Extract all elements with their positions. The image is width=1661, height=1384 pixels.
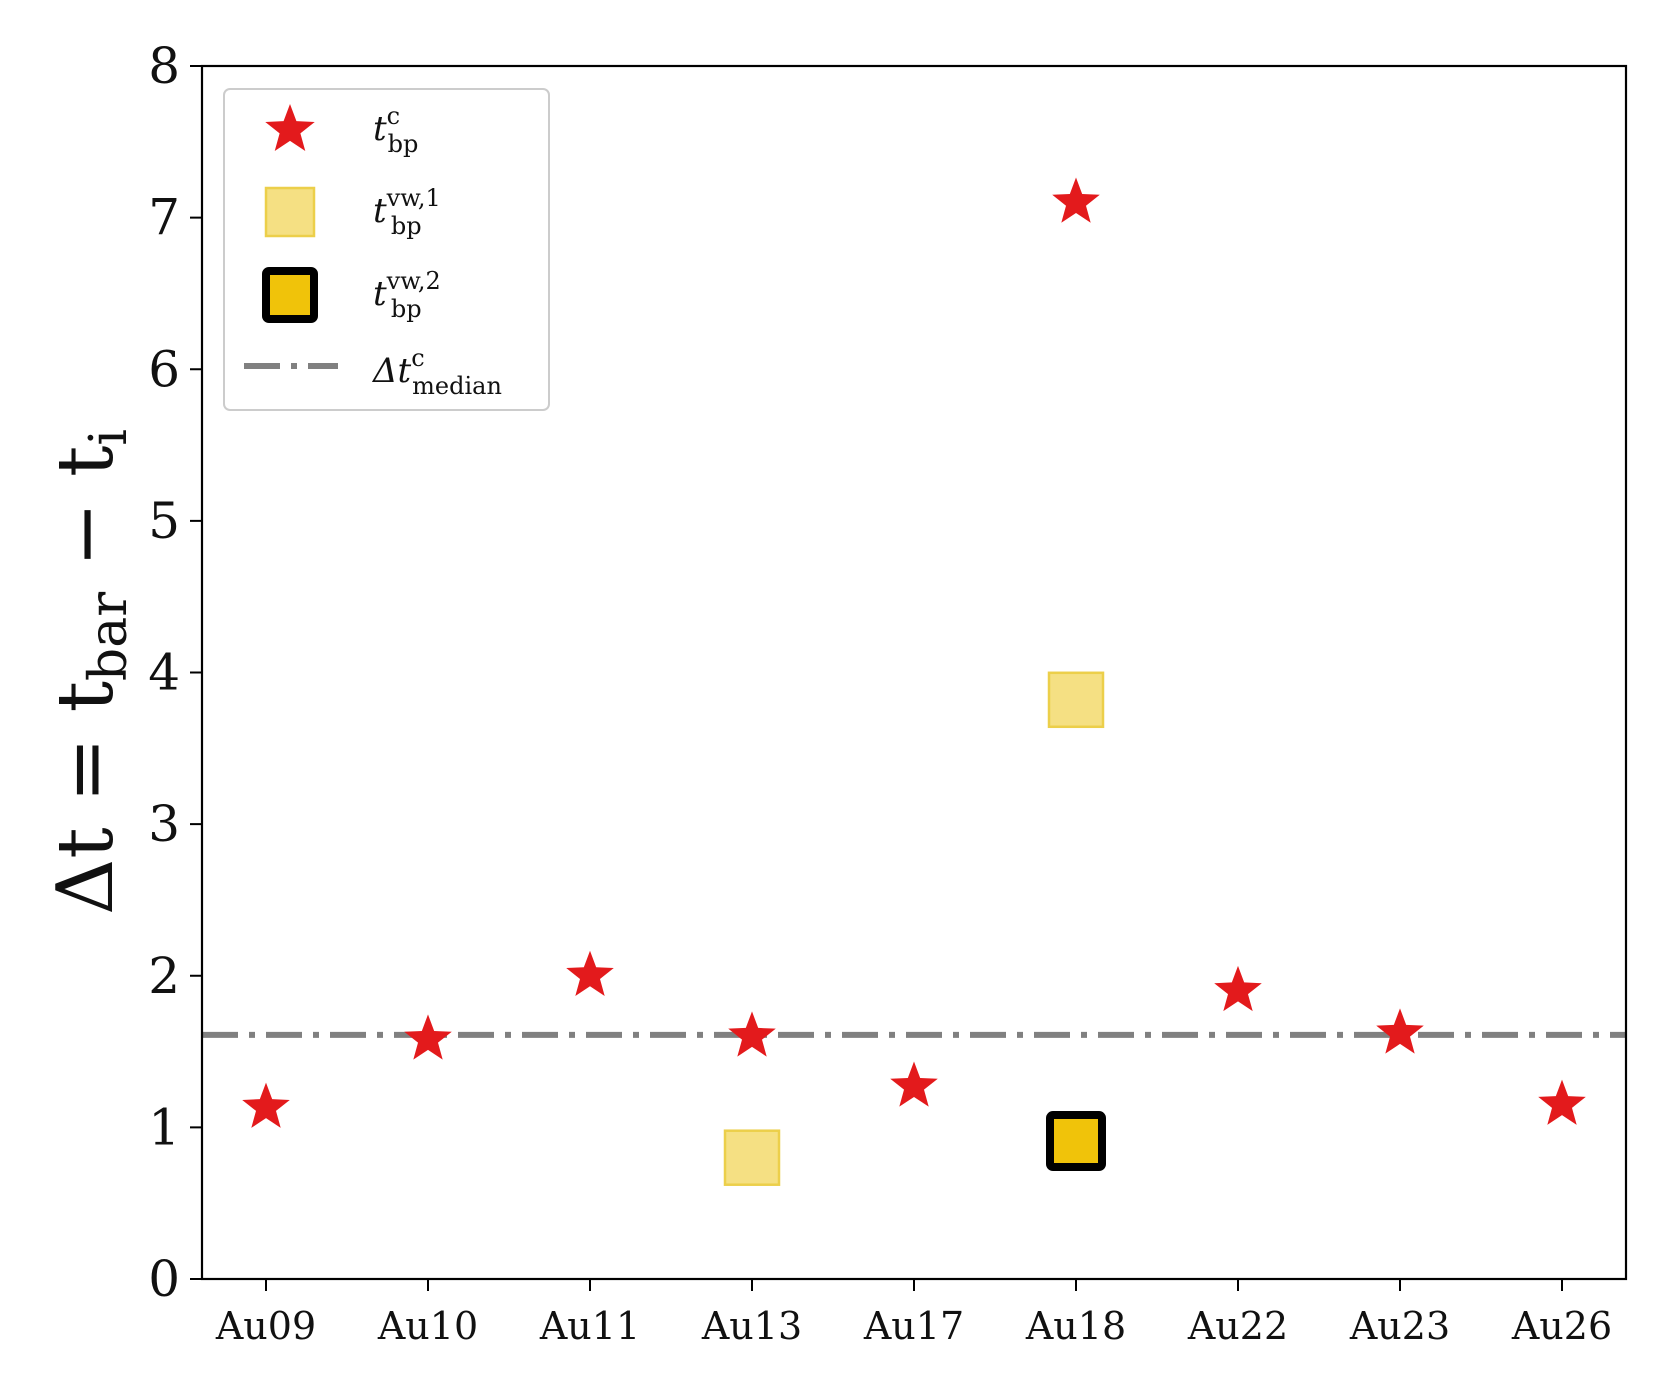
tc-point-au11 xyxy=(566,950,614,996)
tc-point-au09 xyxy=(242,1082,290,1128)
y-tick-label: 1 xyxy=(148,1098,180,1156)
tvw2-point-au18 xyxy=(1046,1111,1106,1172)
tc-point-au26 xyxy=(1538,1079,1586,1125)
y-axis-label-mid: − t xyxy=(41,446,131,592)
y-tick-label: 4 xyxy=(148,644,180,702)
legend-marker-tc xyxy=(265,104,315,152)
tc-point-au13 xyxy=(728,1011,776,1057)
y-tick-label: 5 xyxy=(148,492,180,550)
y-tick-label: 6 xyxy=(148,340,180,398)
legend-entries: tc bp tvw,1 bp tvw,2 bp Δtc median xyxy=(244,102,502,400)
y-tick-label: 3 xyxy=(148,795,180,853)
x-axis: Au09 Au10 Au11 Au13 Au17 Au18 Au22 Au23 Au26 xyxy=(215,1279,1612,1348)
y-axis: 0 1 2 3 4 5 6 7 8 xyxy=(148,37,202,1308)
tc-point-au10 xyxy=(404,1014,452,1060)
y-axis-label: Δt = tbar − ti xyxy=(41,429,139,915)
x-tick-label: Au18 xyxy=(1025,1304,1126,1348)
y-axis-label-sub: bar xyxy=(79,592,139,681)
tvw1-point-au18 xyxy=(1047,671,1105,729)
tc-point-au23 xyxy=(1376,1008,1424,1054)
tc-point-au17 xyxy=(890,1061,938,1107)
x-tick-label: Au09 xyxy=(215,1304,316,1348)
tvw1-point-au13 xyxy=(723,1129,781,1186)
legend-label-tvw1: tvw,1 bp xyxy=(373,184,441,240)
x-tick-label: Au13 xyxy=(701,1304,802,1348)
legend-marker-tvw1 xyxy=(264,186,316,238)
x-tick-label: Au26 xyxy=(1511,1304,1612,1348)
y-axis-label-sub2: i xyxy=(79,429,139,446)
x-tick-label: Au11 xyxy=(539,1304,640,1348)
legend-box xyxy=(223,88,550,411)
legend-label-tvw2: tvw,2 bp xyxy=(373,267,441,323)
y-axis-label-lead: Δt = t xyxy=(41,681,131,915)
tc-point-au22 xyxy=(1214,965,1262,1012)
legend-marker-tvw2 xyxy=(262,267,318,323)
y-tick-label: 8 xyxy=(148,37,180,95)
legend-label-tc: tc bp xyxy=(373,102,418,158)
y-tick-label: 2 xyxy=(148,947,180,1005)
legend: tc bp tvw,1 bp tvw,2 bp Δtc median xyxy=(223,88,550,411)
y-tick-label: 0 xyxy=(148,1250,180,1308)
legend-label-median: Δtc median xyxy=(371,344,502,400)
tc-point-au18 xyxy=(1052,177,1100,223)
x-tick-label: Au10 xyxy=(377,1304,478,1348)
marks-layer xyxy=(242,177,1586,1186)
y-tick-label: 7 xyxy=(148,189,180,247)
x-tick-label: Au22 xyxy=(1187,1304,1288,1348)
x-tick-label: Au17 xyxy=(863,1304,964,1348)
x-tick-label: Au23 xyxy=(1349,1304,1450,1348)
